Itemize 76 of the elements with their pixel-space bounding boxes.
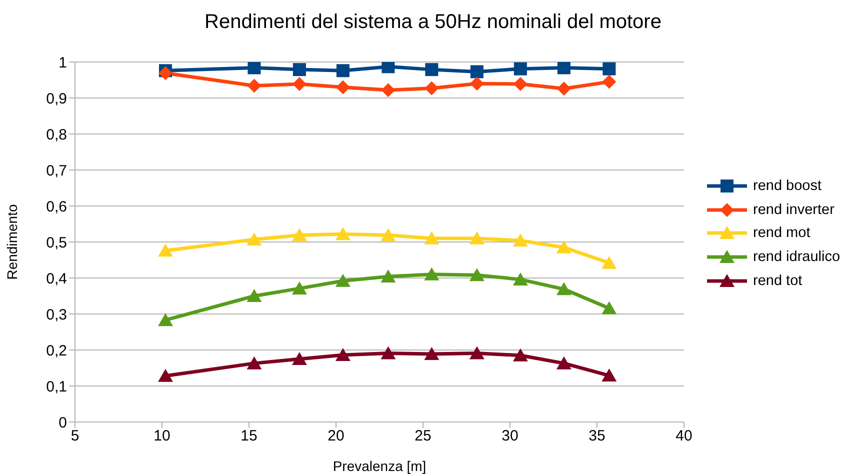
y-tick-label: 0,8 xyxy=(46,126,67,144)
x-tick-label: 15 xyxy=(240,428,258,445)
point xyxy=(335,348,350,362)
point xyxy=(292,76,306,91)
point xyxy=(470,76,484,91)
point xyxy=(469,268,484,282)
point xyxy=(246,356,262,370)
point xyxy=(602,74,616,89)
point xyxy=(602,368,617,382)
legend-label: rend idraulico xyxy=(753,249,840,266)
point xyxy=(158,244,173,257)
point xyxy=(382,62,395,74)
x-tick-label: 20 xyxy=(328,428,344,445)
point xyxy=(380,346,396,360)
point xyxy=(336,80,350,94)
x-tick-label: 10 xyxy=(154,428,170,445)
point xyxy=(602,301,617,314)
legend-label: rend boost xyxy=(753,178,822,194)
point xyxy=(158,66,172,80)
x-tick-label: 40 xyxy=(676,428,692,445)
point xyxy=(425,63,438,76)
point xyxy=(336,64,350,78)
point xyxy=(469,346,484,360)
x-tick-label: 30 xyxy=(502,428,518,445)
y-tick-label: 0,3 xyxy=(46,306,67,324)
point xyxy=(424,267,440,280)
point xyxy=(292,228,307,242)
point xyxy=(247,78,262,93)
chart-title: Rendimenti del sistema a 50Hz nominali del motore xyxy=(204,11,662,34)
point xyxy=(602,256,617,269)
point xyxy=(246,232,262,246)
point xyxy=(292,63,306,76)
y-tick-label: 0,4 xyxy=(46,270,67,288)
y-tick-label: 0,1 xyxy=(46,378,67,396)
y-axis-title: Rendimento xyxy=(4,204,20,280)
point xyxy=(158,368,173,382)
point xyxy=(248,62,261,74)
legend-label: rend mot xyxy=(753,225,810,242)
y-tick-label: 1 xyxy=(58,54,67,72)
point xyxy=(380,270,396,283)
point xyxy=(556,356,572,370)
point xyxy=(512,234,528,247)
point xyxy=(335,227,350,240)
y-tick-label: 0,2 xyxy=(46,342,67,360)
y-tick-label: 0 xyxy=(58,414,67,432)
point xyxy=(335,274,350,287)
y-tick-label: 0,5 xyxy=(46,234,67,252)
point xyxy=(380,228,396,242)
point xyxy=(556,282,572,296)
point xyxy=(469,231,484,244)
x-tick-label: 35 xyxy=(588,428,606,445)
point xyxy=(424,231,440,244)
point xyxy=(513,76,528,91)
point xyxy=(556,82,571,96)
point xyxy=(424,81,439,96)
point xyxy=(512,348,528,362)
point xyxy=(470,65,484,78)
point xyxy=(602,62,616,76)
y-tick-label: 0,7 xyxy=(46,162,67,180)
point xyxy=(557,62,570,74)
y-tick-label: 0,9 xyxy=(46,90,67,108)
point xyxy=(246,289,262,302)
point xyxy=(381,83,396,98)
point xyxy=(292,281,307,294)
x-axis-title: Prevalenza [m] xyxy=(332,458,426,474)
point xyxy=(424,346,440,360)
y-tick-label: 0,6 xyxy=(46,198,67,216)
point xyxy=(158,313,173,326)
x-tick-label: 25 xyxy=(414,428,432,445)
legend-label: rend tot xyxy=(753,273,802,290)
legend-label: rend inverter xyxy=(753,202,834,218)
point xyxy=(512,272,528,286)
point xyxy=(556,240,572,254)
point xyxy=(514,62,527,76)
x-tick-label: 5 xyxy=(70,428,80,445)
point xyxy=(292,352,307,365)
